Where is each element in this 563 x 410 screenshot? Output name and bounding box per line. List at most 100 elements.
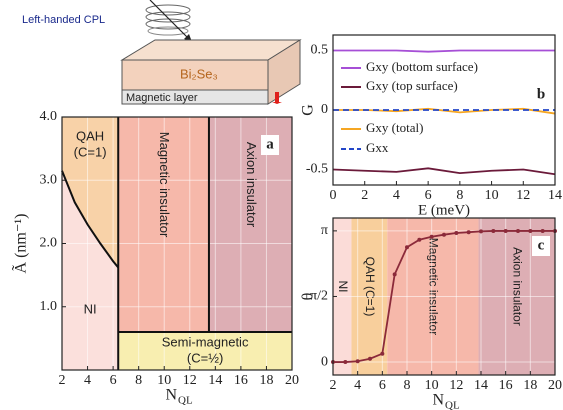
data-point [392,272,397,277]
plot-frame [61,116,293,371]
y-axis-label: G [300,104,317,116]
x-tick-label: 14 [474,378,488,393]
series-line [332,167,556,176]
y-axis-label: θ [300,293,317,301]
x-tick-label: 16 [234,373,248,388]
data-point [466,230,471,235]
y-tick-label: π [321,223,328,238]
x-tick-label: 14 [548,188,562,203]
x-tick-label: 2 [330,378,337,393]
data-point [479,229,483,234]
x-axis-label: E (meV) [418,202,470,218]
y-tick-label: 4.0 [40,109,58,124]
region [62,117,119,268]
legend-label: Gxx [366,140,389,155]
x-tick-label: 10 [157,373,171,388]
legend-label: Gxy (total) [366,120,423,135]
data-point [343,360,348,365]
coil [145,18,191,30]
data-point [417,237,422,242]
x-tick-label: 10 [425,378,439,393]
x-axis-label-sub: QL [178,395,193,407]
data-point [429,234,434,239]
magnet-arrow [272,92,282,104]
panel-label: c [538,237,545,253]
coil [145,11,191,23]
y-tick-label: 0.5 [311,43,329,58]
band-label: NI [336,281,350,293]
region-label: (C=½) [187,350,223,365]
x-tick-label: 4 [84,373,91,388]
x-axis-label: N [165,387,177,404]
region-label: Semi-magnetic [162,334,249,349]
y-tick-label: 2.0 [40,236,58,251]
panel-label-box [261,135,279,155]
panel-label-box [532,236,550,256]
legend-bg [336,120,504,138]
data-point [405,245,409,250]
coil [145,4,191,16]
y-tick-label: 0 [321,102,328,117]
region [118,117,209,333]
x-tick-label: 14 [208,373,222,388]
data-point [442,232,446,237]
x-tick-label: 12 [183,373,197,388]
band-label: Magnetic insulator [427,238,441,335]
x-tick-label: 18 [523,378,537,393]
x-tick-label: 18 [259,373,273,388]
x-tick-label: 4 [354,378,361,393]
data-point [491,228,496,233]
data-point [528,228,533,233]
data-point [516,228,520,233]
x-axis-label-sub: QL [445,400,460,410]
x-tick-label: 20 [548,378,562,393]
y-tick-label: 3.0 [40,172,58,187]
x-tick-label: 10 [485,188,499,203]
plot-frame [332,34,556,186]
data-point [355,359,360,364]
y-axis-label: Ã (nm⁻¹) [12,214,30,274]
x-tick-label: 2 [361,188,368,203]
light-label: Left-handed CPL [22,14,105,26]
y-tick-label: 0 [321,354,328,369]
data-point [503,228,508,233]
x-tick-label: 8 [456,188,463,203]
series-line [333,49,555,53]
panel: NI QAH (C=1) Magnetic insulator Axion insul… [300,217,562,410]
panel: 2 4 6 8 10 12 14 16 18 20 1.0 2.0 3.0 4.0 QAH(C=1) NI Ma… [12,109,299,406]
x-tick-label: 2 [59,373,66,388]
region-label: (C=1) [74,144,107,159]
y-tick-label: 1.0 [40,299,58,314]
region-label: QAH [76,128,104,143]
data-point [380,351,385,356]
y-tick-label: -0.5 [306,162,328,177]
data-point [368,356,372,361]
x-tick-label: 8 [404,378,411,393]
x-tick-label: 6 [425,188,432,203]
panel-label-box [532,85,550,105]
legend-label: Gxy (bottom surface) [366,59,478,74]
coil [147,26,189,36]
band-label: Axion insulator [511,247,525,326]
band-label: QAH (C=1) [363,257,377,317]
layer-label: Magnetic layer [126,92,198,104]
material-label: Bi₂Se₃ [180,66,218,81]
x-tick-label: 8 [135,373,142,388]
phase-boundary [61,170,119,269]
x-tick-label: 6 [379,378,386,393]
x-tick-label: 12 [516,188,530,203]
region-label: Magnetic insulator [157,132,172,238]
x-tick-label: 16 [499,378,513,393]
panel-label: a [266,136,274,152]
plot-frame [332,217,556,376]
x-tick-label: 12 [449,378,463,393]
y-tick-label: π/2 [310,289,328,304]
legend-bg [336,78,504,96]
legend-label: Gxy (top surface) [366,78,458,93]
x-tick-label: 6 [110,373,117,388]
schematic: Left-handed CPL Bi₂Se₃ Magnetic layer [22,0,302,105]
legend-bg [336,140,504,158]
slab-side [267,39,301,105]
